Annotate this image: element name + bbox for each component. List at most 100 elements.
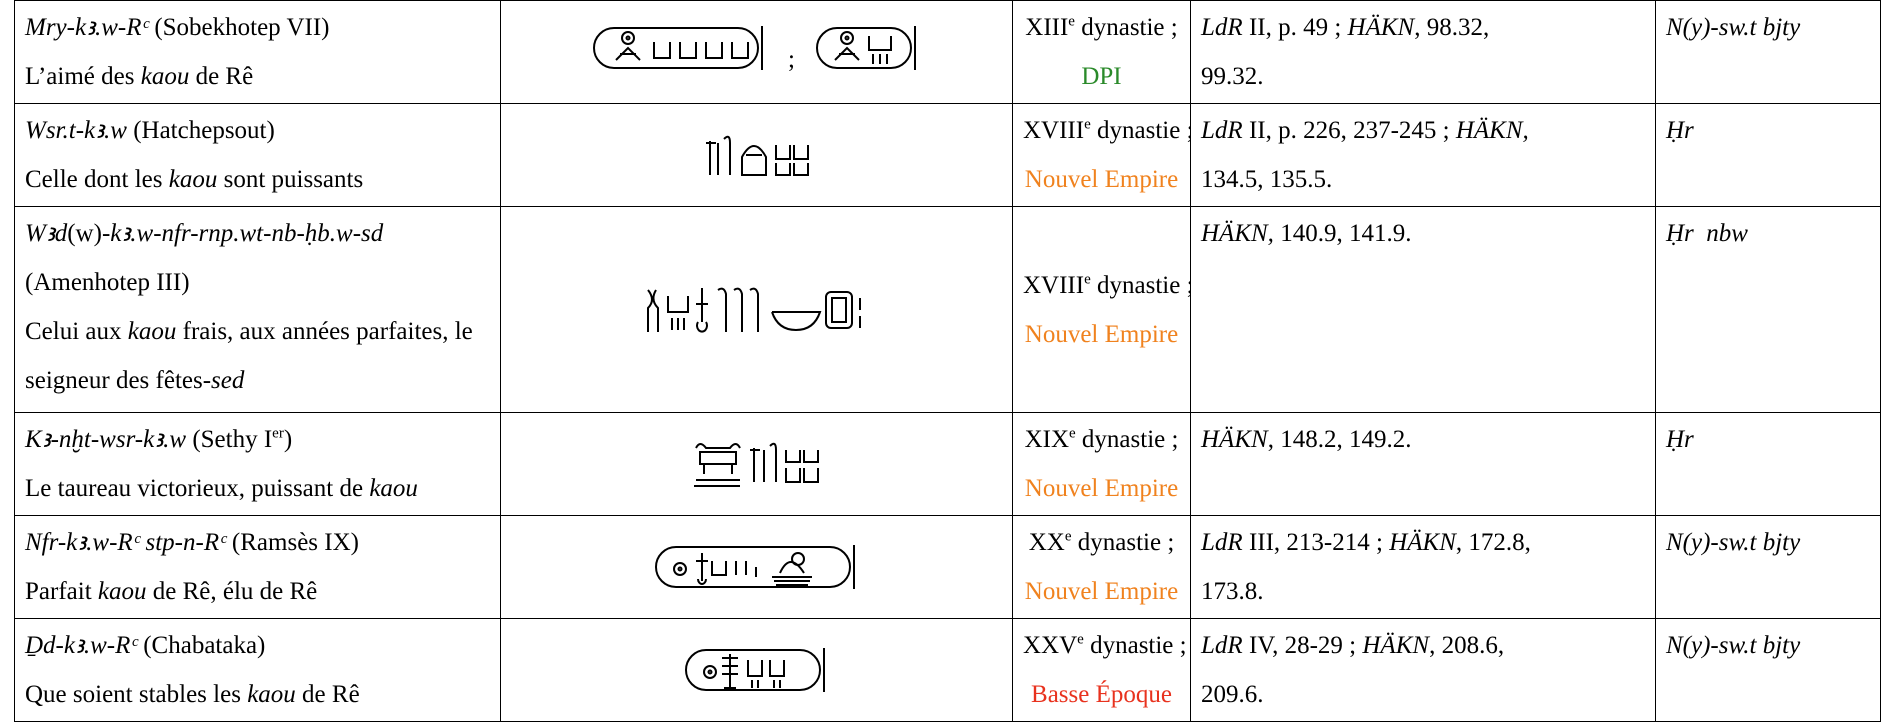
text-line: Kꜣ-nḫt-wsr-kꜣ.w (Sethy Ier) [25,415,490,464]
text-line: 209.6. [1201,670,1645,719]
text-run: HÄKN [1389,529,1456,556]
hieroglyphs [705,135,809,176]
title-cell: Ḥr nbw [1655,206,1881,413]
text-run: Que soient stables les [25,681,248,708]
text-run: kaou [97,578,147,605]
text-run: kaou [247,681,296,708]
refs-cell: LdR III, 213-214 ; HÄKN, 172.8, 173.8. [1190,515,1656,619]
text-run: XIII [1025,14,1069,41]
text-line: 134.5, 135.5. [1201,155,1645,204]
refs-cell: HÄKN, 140.9, 141.9. [1190,206,1656,413]
cartouche [816,25,917,70]
dynasty-cell: XIIIe dynastie ; DPI [1012,0,1191,104]
text-run: de Rê [295,681,360,708]
text-run: N(y)-sw.t bjty [1666,529,1801,556]
text-run: dynastie ; [1083,632,1187,659]
glyph-cell [500,618,1013,722]
text-run: 209.6. [1201,681,1264,708]
text-run: kaou [140,63,190,90]
name-cell: Wꜣd(w)-kꜣ.w-nfr-rnp.wt-nb-ḥb.w-sd (Amenho… [14,206,501,413]
text-run: ) [283,426,293,453]
text-run: HÄKN [1347,14,1415,41]
text-run: Mry-kꜣ.w-Rᶜ [25,14,149,41]
text-run: XX [1028,529,1065,556]
name-cell: Wsr.t-kꜣ.w (Hatchepsout) Celle dont les k… [14,103,501,207]
period: Basse Époque [1031,681,1172,708]
table-row: Mry-kꜣ.w-Rᶜ (Sobekhotep VII) L’aimé des k… [14,0,1881,104]
kings-table: Mry-kꜣ.w-Rᶜ (Sobekhotep VII) L’aimé des k… [14,0,1881,722]
table-row: Wsr.t-kꜣ.w (Hatchepsout) Celle dont les k… [14,103,1881,207]
title-cell: Ḥr [1655,103,1881,207]
text-line: (Amenhotep III) [25,258,490,307]
table-row: Wꜣd(w)-kꜣ.w-nfr-rnp.wt-nb-ḥb.w-sd (Amenho… [14,206,1881,413]
text-run: Parfait [25,578,98,605]
text-run: Kꜣ-nḫt-wsr-kꜣ.w [25,426,187,453]
text-line: HÄKN, 140.9, 141.9. [1201,209,1645,258]
text-run: de Rê [189,63,254,90]
table-body: Mry-kꜣ.w-Rᶜ (Sobekhotep VII) L’aimé des k… [14,0,1881,722]
text-run: kaou [127,318,177,345]
text-run: XIX [1024,426,1069,453]
cartouche [592,25,763,70]
text-run: -kꜣ.w-nfr-rnp.wt-nb-ḥb.w-sd [101,220,384,247]
text-run: 99.32. [1201,63,1264,90]
text-run: Ḏd-kꜣ.w-Rᶜ [25,632,137,659]
period: Nouvel Empire [1024,166,1179,193]
title-cell: Ḥr [1655,412,1881,516]
text-run: L’aimé des [25,63,141,90]
text-run: HÄKN [1362,632,1430,659]
dynasty: XIIIe dynastie ; [1023,3,1180,52]
hieroglyphs [693,442,819,487]
text-run: (Ramsès IX) [225,529,359,556]
text-run: (Sobekhotep VII) [148,14,330,41]
text-run: LdR [1201,529,1243,556]
text-run: de Rê, élu de Rê [146,578,318,605]
name-cell: Nfr-kꜣ.w-Rᶜ stp-n-Rᶜ (Ramsès IX) Parfait … [14,515,501,619]
dynasty: XXVe dynastie ; [1023,621,1187,670]
text-run: 134.5, 135.5. [1201,166,1333,193]
period: Nouvel Empire [1024,320,1179,348]
text-run: Wsr.t-kꜣ.w [25,117,127,144]
text-run: e [1064,528,1072,545]
text-run: , 172.8, [1455,529,1531,556]
dynasty-cell: XVIIIe dynastie ; Nouvel Empire [1012,103,1191,207]
text-run: XVIII [1023,117,1085,144]
royal-title: Ḥr nbw [1666,209,1870,258]
text-run: dynastie ; [1071,529,1175,556]
royal-title: N(y)-sw.t bjty [1666,621,1870,670]
glyph-cell: ; [500,0,1013,104]
table-row: Kꜣ-nḫt-wsr-kꜣ.w (Sethy Ier) Le taureau vi… [14,412,1881,516]
text-run: Le taureau victorieux, puissant de [25,475,370,502]
text-line: 173.8. [1201,567,1645,616]
dynasty: XIXe dynastie ; [1023,415,1180,464]
glyph-cell [500,206,1013,413]
text-run: e [1069,425,1076,442]
period: Nouvel Empire [1024,578,1179,605]
text-line: LdR III, 213-214 ; HÄKN, 172.8, [1201,518,1645,567]
text-line: Mry-kꜣ.w-Rᶜ (Sobekhotep VII) [25,3,490,52]
text-run: e [1084,271,1091,288]
text-run: (Chabataka) [136,632,266,659]
text-line: Wꜣd(w)-kꜣ.w-nfr-rnp.wt-nb-ḥb.w-sd [25,209,490,258]
text-run: HÄKN, [1455,117,1529,144]
text-run: sont puissants [217,166,364,193]
refs-cell: LdR IV, 28-29 ; HÄKN, 208.6, 209.6. [1190,618,1656,722]
text-run: dynastie ; [1074,14,1178,41]
royal-title: N(y)-sw.t bjty [1666,3,1870,52]
title-cell: N(y)-sw.t bjty [1655,618,1881,722]
text-run: seigneur des fêtes- [25,367,212,394]
text-run: Celle dont les [25,166,169,193]
text-run: sed [211,367,245,394]
royal-title: Ḥr [1666,106,1870,155]
text-run: (Hatchepsout) [126,117,275,144]
text-run: Ḥr [1666,117,1694,144]
text-run: , 98.32, [1414,14,1490,41]
text-line: LdR II, p. 49 ; HÄKN, 98.32, [1201,3,1645,52]
text-run: 173.8. [1201,578,1264,605]
text-run: XVIII [1023,271,1085,299]
cartouche [684,648,825,692]
dynasty-cell: XIXe dynastie ; Nouvel Empire [1012,412,1191,516]
text-run: II, p. 226, 237-245 ; [1242,117,1456,144]
name-cell: Kꜣ-nḫt-wsr-kꜣ.w (Sethy Ier) Le taureau vi… [14,412,501,516]
